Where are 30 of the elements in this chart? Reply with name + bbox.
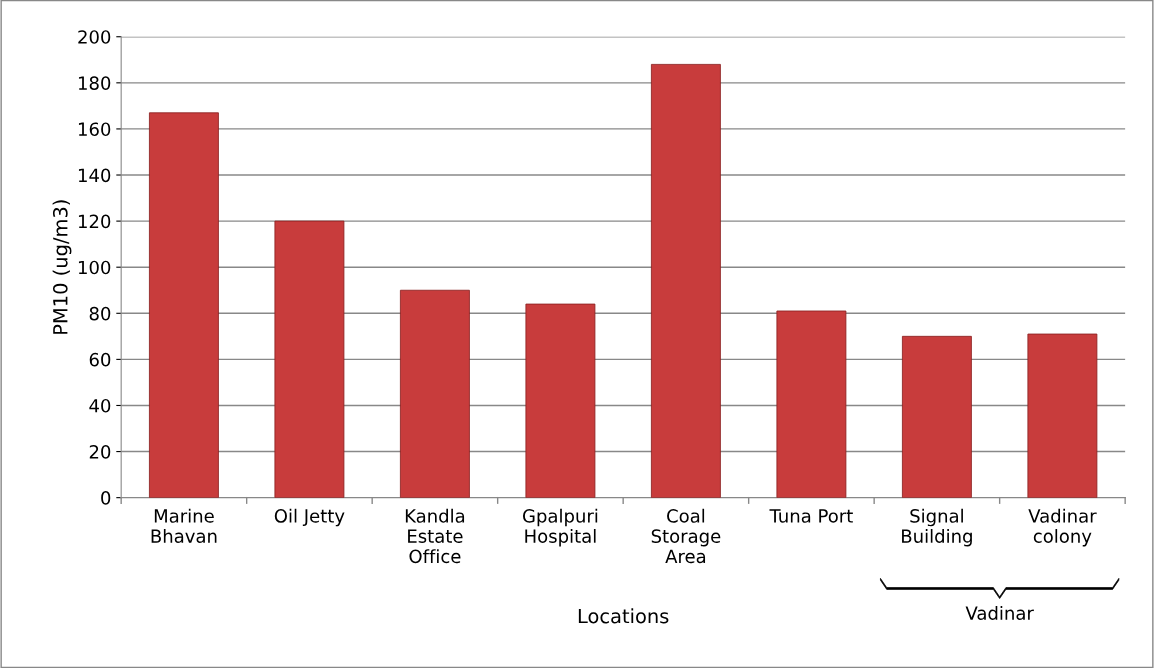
y-axis-title: PM10 (ug/m3) bbox=[52, 200, 72, 334]
y-tick-label: 40 bbox=[89, 398, 111, 413]
x-tick-label: Coal Storage Area bbox=[651, 508, 721, 564]
y-tick-label: 0 bbox=[101, 491, 111, 505]
x-tick-label: Oil Jetty bbox=[274, 508, 345, 527]
bar bbox=[148, 112, 219, 498]
x-tick-label: Vadinar colony bbox=[1028, 508, 1097, 547]
bar bbox=[274, 220, 345, 498]
y-tick-label: 60 bbox=[89, 352, 111, 367]
x-tick-label: Gpalpuri Hospital bbox=[522, 508, 598, 547]
y-tick-label: 80 bbox=[89, 306, 111, 321]
y-tick-label: 180 bbox=[78, 76, 111, 90]
bar bbox=[1027, 333, 1098, 498]
x-tick-label: Signal Building bbox=[902, 508, 972, 547]
bar bbox=[650, 63, 721, 498]
x-tick-label: Kandla Estate Office bbox=[405, 508, 465, 564]
y-tick-label: 120 bbox=[78, 214, 111, 229]
bar bbox=[525, 303, 596, 498]
x-tick-label: Tuna Port bbox=[769, 509, 853, 523]
y-tick-label: 140 bbox=[78, 168, 111, 183]
bar bbox=[901, 335, 972, 498]
text: Vadinar bbox=[965, 605, 1034, 620]
x-axis-title: Locations bbox=[578, 608, 669, 624]
bar bbox=[399, 289, 470, 498]
x-tick-label: Marine Bhavan bbox=[151, 508, 217, 543]
y-tick-label: 160 bbox=[78, 122, 111, 137]
bar bbox=[776, 310, 847, 498]
y-tick-label: 200 bbox=[78, 30, 111, 44]
y-tick-label: 100 bbox=[78, 260, 111, 275]
y-tick-label: 20 bbox=[89, 445, 111, 459]
